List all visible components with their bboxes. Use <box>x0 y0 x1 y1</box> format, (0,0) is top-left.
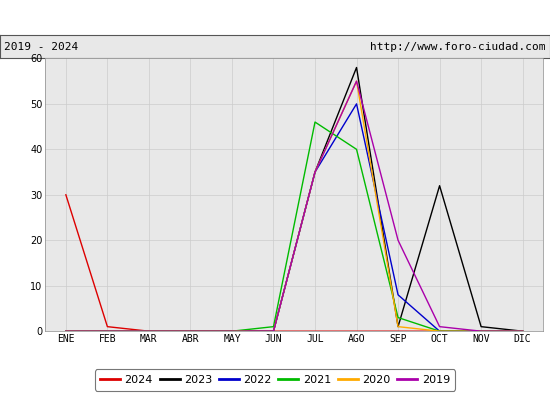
Legend: 2024, 2023, 2022, 2021, 2020, 2019: 2024, 2023, 2022, 2021, 2020, 2019 <box>95 370 455 390</box>
Text: http://www.foro-ciudad.com: http://www.foro-ciudad.com <box>370 42 546 52</box>
Text: Evolucion Nº Turistas Extranjeros en el municipio de Trefacio: Evolucion Nº Turistas Extranjeros en el … <box>42 11 508 24</box>
Text: 2019 - 2024: 2019 - 2024 <box>4 42 79 52</box>
